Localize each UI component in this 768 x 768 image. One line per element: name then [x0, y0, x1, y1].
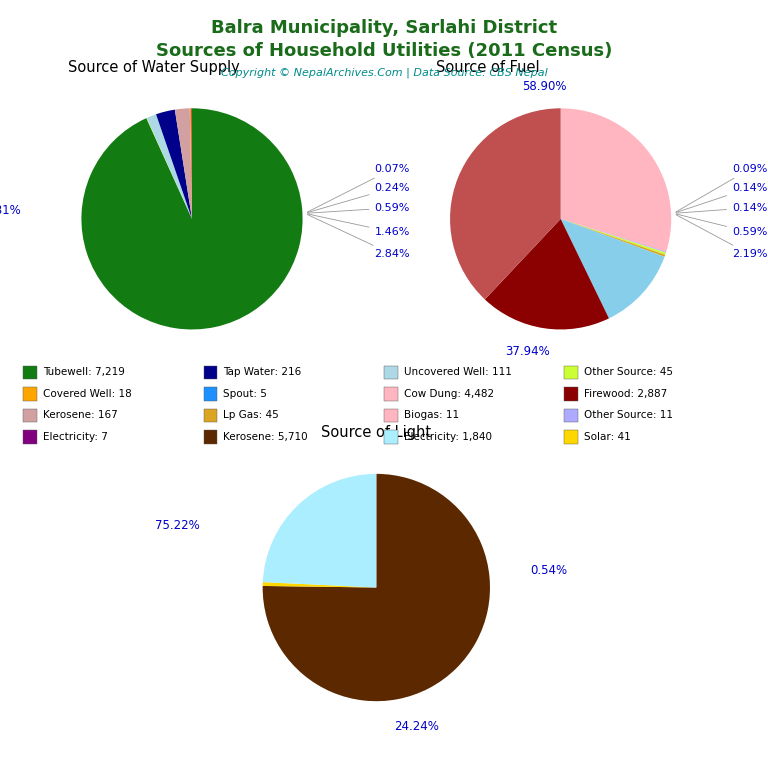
Text: Source of Fuel: Source of Fuel: [436, 61, 540, 75]
Text: Balra Municipality, Sarlahi District: Balra Municipality, Sarlahi District: [211, 19, 557, 37]
Text: 0.59%: 0.59%: [307, 203, 410, 214]
Text: 0.14%: 0.14%: [676, 203, 767, 214]
Wedge shape: [263, 582, 376, 588]
Wedge shape: [175, 108, 192, 219]
Text: Electricity: 1,840: Electricity: 1,840: [404, 432, 492, 442]
Text: Spout: 5: Spout: 5: [223, 389, 267, 399]
Text: 2.19%: 2.19%: [676, 215, 767, 260]
Wedge shape: [450, 108, 561, 300]
Text: Cow Dung: 4,482: Cow Dung: 4,482: [404, 389, 494, 399]
Text: 75.22%: 75.22%: [155, 518, 200, 531]
Text: Solar: 41: Solar: 41: [584, 432, 631, 442]
Text: 0.54%: 0.54%: [530, 564, 567, 577]
Text: 0.14%: 0.14%: [676, 183, 767, 213]
Text: Copyright © NepalArchives.Com | Data Source: CBS Nepal: Copyright © NepalArchives.Com | Data Sou…: [220, 68, 548, 78]
Wedge shape: [561, 108, 671, 252]
Wedge shape: [561, 219, 666, 253]
Text: Tubewell: 7,219: Tubewell: 7,219: [43, 367, 125, 378]
Wedge shape: [147, 114, 192, 219]
Text: Covered Well: 18: Covered Well: 18: [43, 389, 132, 399]
Text: 58.90%: 58.90%: [521, 80, 566, 93]
Text: Kerosene: 5,710: Kerosene: 5,710: [223, 432, 308, 442]
Text: 94.81%: 94.81%: [0, 204, 21, 217]
Text: Lp Gas: 45: Lp Gas: 45: [223, 410, 280, 421]
Text: 0.59%: 0.59%: [676, 214, 767, 237]
Wedge shape: [561, 219, 664, 319]
Wedge shape: [561, 219, 666, 255]
Wedge shape: [147, 118, 192, 219]
Text: Electricity: 7: Electricity: 7: [43, 432, 108, 442]
Title: Source of Light: Source of Light: [321, 425, 432, 440]
Text: Source of Water Supply: Source of Water Supply: [68, 61, 240, 75]
Text: 1.46%: 1.46%: [307, 214, 410, 237]
Wedge shape: [190, 108, 192, 219]
Wedge shape: [156, 110, 192, 219]
Wedge shape: [485, 219, 609, 329]
Text: 2.84%: 2.84%: [307, 214, 410, 260]
Text: Sources of Household Utilities (2011 Census): Sources of Household Utilities (2011 Cen…: [156, 42, 612, 60]
Wedge shape: [561, 219, 665, 257]
Wedge shape: [263, 474, 376, 588]
Text: 37.94%: 37.94%: [505, 345, 550, 358]
Text: 24.24%: 24.24%: [394, 720, 439, 733]
Text: 0.09%: 0.09%: [676, 164, 767, 212]
Text: 0.07%: 0.07%: [307, 164, 410, 212]
Wedge shape: [561, 219, 666, 253]
Text: 0.24%: 0.24%: [307, 183, 410, 213]
Text: Tap Water: 216: Tap Water: 216: [223, 367, 302, 378]
Text: Other Source: 45: Other Source: 45: [584, 367, 674, 378]
Text: Biogas: 11: Biogas: 11: [404, 410, 459, 421]
Text: Firewood: 2,887: Firewood: 2,887: [584, 389, 667, 399]
Text: Other Source: 11: Other Source: 11: [584, 410, 674, 421]
Text: Kerosene: 167: Kerosene: 167: [43, 410, 118, 421]
Wedge shape: [81, 108, 303, 329]
Wedge shape: [263, 474, 490, 701]
Text: Uncovered Well: 111: Uncovered Well: 111: [404, 367, 511, 378]
